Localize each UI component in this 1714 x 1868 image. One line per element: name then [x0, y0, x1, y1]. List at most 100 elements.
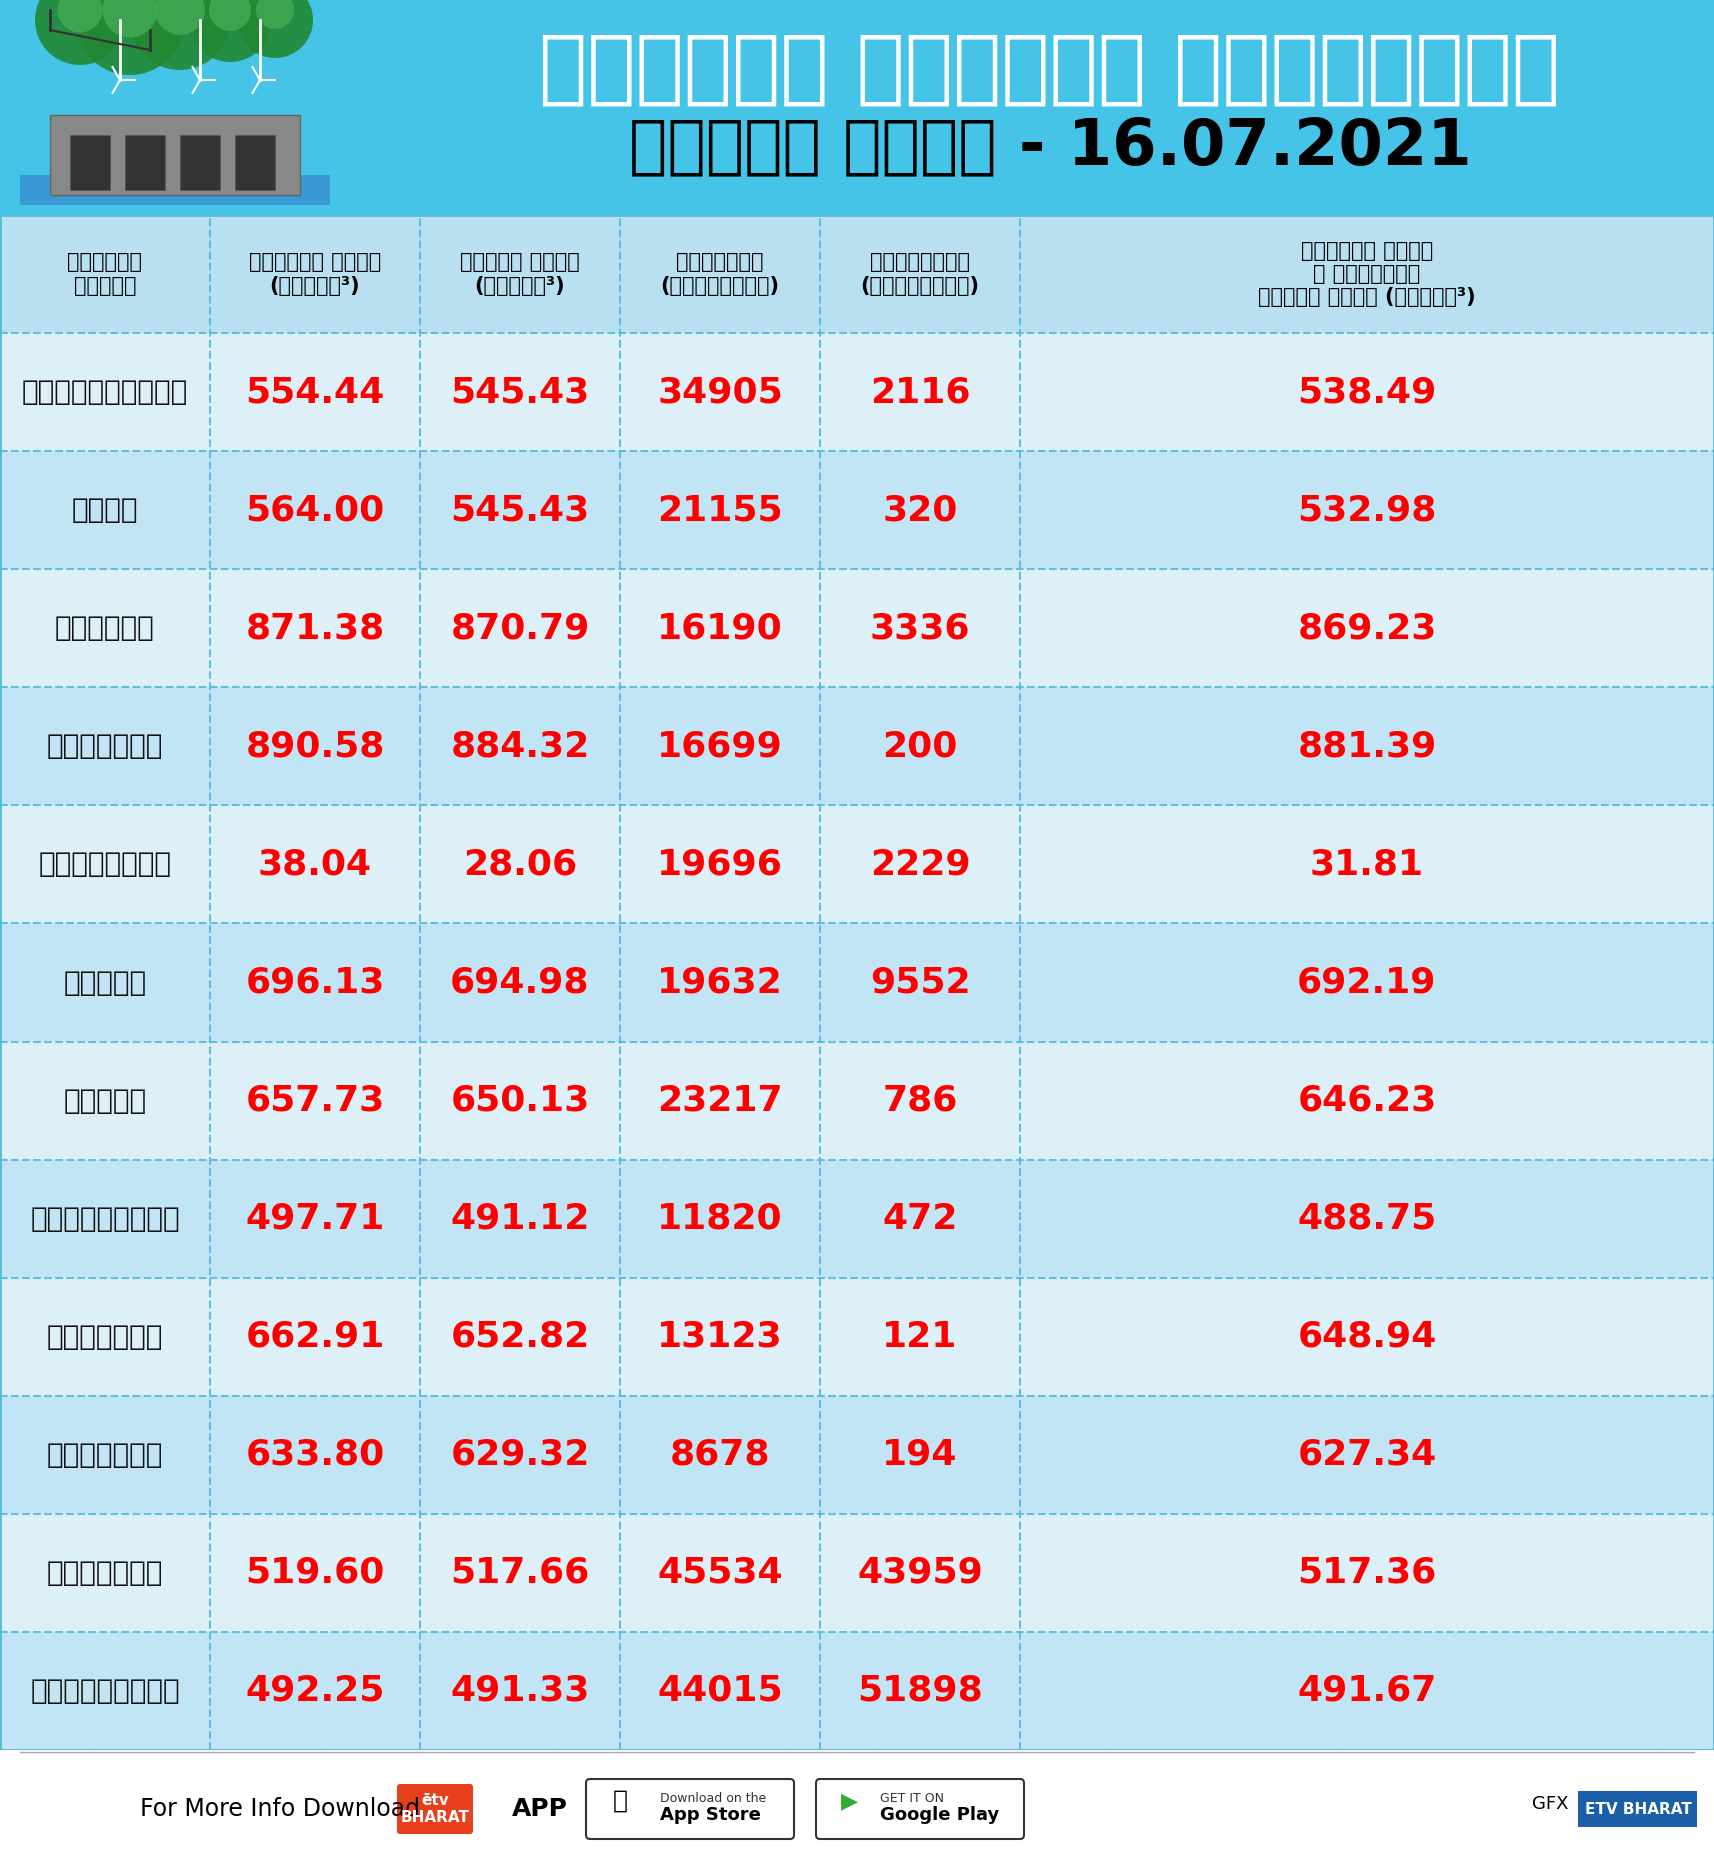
Text: Google Play: Google Play [879, 1806, 999, 1823]
Text: 648.94: 648.94 [1297, 1319, 1436, 1354]
Text: 16699: 16699 [656, 729, 783, 764]
Text: 8678: 8678 [670, 1438, 770, 1472]
Text: 200: 200 [883, 729, 958, 764]
Text: 554.44: 554.44 [245, 375, 384, 409]
Text: ಇಂದಿನ ಮಟ್ಟ
(ಮೀಟರ್³): ಇಂದಿನ ಮಟ್ಟ (ಮೀಟರ್³) [459, 252, 579, 295]
Text: APP: APP [512, 1797, 567, 1821]
Text: 491.67: 491.67 [1297, 1674, 1436, 1707]
Text: 657.73: 657.73 [245, 1083, 384, 1117]
Text: 881.39: 881.39 [1297, 729, 1436, 764]
Text: 472: 472 [883, 1201, 958, 1235]
Circle shape [255, 0, 295, 30]
Text: 890.58: 890.58 [245, 729, 384, 764]
Text: ಗರಿಷ್ಟ ಮಟ್ಟ
(ಮೀಟರ್³): ಗರಿಷ್ಟ ಮಟ್ಟ (ಮೀಟರ್³) [249, 252, 381, 295]
Bar [0, 923, 1714, 1042]
Bar [0, 1042, 1714, 1160]
Text: ನೀರಿನ ಮಟ್ಟ - 16.07.2021: ನೀರಿನ ಮಟ್ಟ - 16.07.2021 [629, 116, 1471, 177]
Bar [0, 1513, 1714, 1633]
Text: ಕೆಆರ್ಎಸ್: ಕೆಆರ್ಎಸ್ [38, 850, 171, 878]
Text: 694.98: 694.98 [451, 966, 590, 999]
Text: 23217: 23217 [656, 1083, 783, 1117]
Bar [0, 1278, 1714, 1395]
Text: 517.66: 517.66 [451, 1556, 590, 1590]
Bar [0, 570, 1714, 687]
Circle shape [209, 0, 250, 32]
Text: GFX: GFX [1532, 1795, 1568, 1814]
Text: 121: 121 [883, 1319, 958, 1354]
Text: 38.04: 38.04 [257, 848, 372, 882]
Text: 3336: 3336 [869, 611, 970, 644]
Text: 491.12: 491.12 [451, 1201, 590, 1235]
Circle shape [103, 0, 158, 37]
Text: 564.00: 564.00 [245, 493, 384, 527]
Bar [70, 134, 110, 191]
Text: 627.34: 627.34 [1297, 1438, 1436, 1472]
Text: 871.38: 871.38 [245, 611, 384, 644]
Text: 488.75: 488.75 [1297, 1201, 1436, 1235]
Text: 650.13: 650.13 [451, 1083, 590, 1117]
Bar [0, 1633, 1714, 1750]
Circle shape [154, 0, 206, 35]
Bar [0, 452, 1714, 570]
Text: 497.71: 497.71 [245, 1201, 384, 1235]
Text: 31.81: 31.81 [1309, 848, 1424, 882]
FancyBboxPatch shape [816, 1778, 1023, 1838]
Text: 538.49: 538.49 [1297, 375, 1436, 409]
Text: 662.91: 662.91 [245, 1319, 384, 1354]
Text: 320: 320 [883, 493, 958, 527]
Text: 2116: 2116 [869, 375, 970, 409]
Text: App Store: App Store [660, 1806, 761, 1823]
Text: 44015: 44015 [656, 1674, 783, 1707]
Circle shape [34, 0, 125, 65]
Text: 45534: 45534 [656, 1556, 783, 1590]
Text: 194: 194 [883, 1438, 958, 1472]
Bar [0, 1160, 1714, 1278]
Text: ಜಲಾಶಯದ
ಹೆಸರು: ಜಲಾಶಯದ ಹೆಸರು [67, 252, 142, 295]
Text: 652.82: 652.82 [451, 1319, 590, 1354]
Text: 13123: 13123 [656, 1319, 783, 1354]
Text: ಆಲಮಟ್ಟಿ: ಆಲಮಟ್ಟಿ [46, 1560, 163, 1588]
Circle shape [237, 0, 314, 58]
Text: ಕಬಿನಿ: ಕಬಿನಿ [63, 968, 147, 996]
Bar [0, 687, 1714, 805]
Text: For More Info Download: For More Info Download [141, 1797, 420, 1821]
Bar [0, 805, 1714, 923]
Text: Download on the: Download on the [660, 1793, 766, 1806]
Bar [50, 116, 300, 194]
FancyBboxPatch shape [586, 1778, 794, 1838]
Text: 692.19: 692.19 [1297, 966, 1436, 999]
Text: ತುಂಗಭದ್ರಾ: ತುಂಗಭದ್ರಾ [31, 1205, 180, 1233]
Text: 517.36: 517.36 [1297, 1556, 1436, 1590]
Text: 19696: 19696 [656, 848, 783, 882]
Text: 696.13: 696.13 [245, 966, 384, 999]
Text: ಒಳಹರಿವು
(ಕ್ಯೂಸೆಕ್): ಒಳಹರಿವು (ಕ್ಯೂಸೆಕ್) [660, 252, 780, 295]
Text: 545.43: 545.43 [451, 375, 590, 409]
Circle shape [130, 0, 230, 69]
Circle shape [189, 0, 273, 62]
Text: ಹಿಂದಿನ ವರ್ಷ
ಈ ದಿನದಂದು
ನೀರಿನ ಮಟ್ಟ (ಮೀಟರ್³): ಹಿಂದಿನ ವರ್ಷ ಈ ದಿನದಂದು ನೀರಿನ ಮಟ್ಟ (ಮೀಟರ್³… [1258, 241, 1476, 306]
Text: 28.06: 28.06 [463, 848, 578, 882]
Text: 9552: 9552 [869, 966, 970, 999]
Text: 492.25: 492.25 [245, 1674, 384, 1707]
Text: 786: 786 [883, 1083, 958, 1117]
Circle shape [58, 0, 103, 32]
Text: 🍎: 🍎 [612, 1790, 627, 1814]
Text: ಭದ್ರಾ: ಭದ್ರಾ [63, 1087, 147, 1115]
Bar [0, 215, 1714, 333]
Bar [235, 134, 274, 191]
Bar [0, 333, 1714, 452]
Text: ಸುಪಾ: ಸುಪಾ [72, 497, 139, 525]
Text: ಲಿಂಗನಮಕ್ಕಿ: ಲಿಂಗನಮಕ್ಕಿ [22, 377, 189, 405]
Text: ಹೋರಹರಿವು
(ಕ್ಯೂಸೆಕ್): ಹೋರಹರಿವು (ಕ್ಯೂಸೆಕ್) [860, 252, 979, 295]
Text: 519.60: 519.60 [245, 1556, 384, 1590]
FancyBboxPatch shape [398, 1784, 473, 1834]
Text: 34905: 34905 [656, 375, 783, 409]
Text: ರಾಜ್ಯದ ಪ್ರಮುಖ ಜಲಾಶಯಗಳು: ರಾಜ್ಯದ ಪ್ರಮುಖ ಜಲಾಶಯಗಳು [540, 30, 1560, 108]
Text: ETV BHARAT: ETV BHARAT [1584, 1801, 1692, 1816]
Text: 870.79: 870.79 [451, 611, 590, 644]
Text: 633.80: 633.80 [245, 1438, 384, 1472]
Circle shape [75, 0, 185, 75]
Text: 646.23: 646.23 [1297, 1083, 1436, 1117]
Bar [21, 176, 331, 205]
Text: ಹೇಮಾವತಿ: ಹೇಮಾವತಿ [46, 732, 163, 760]
